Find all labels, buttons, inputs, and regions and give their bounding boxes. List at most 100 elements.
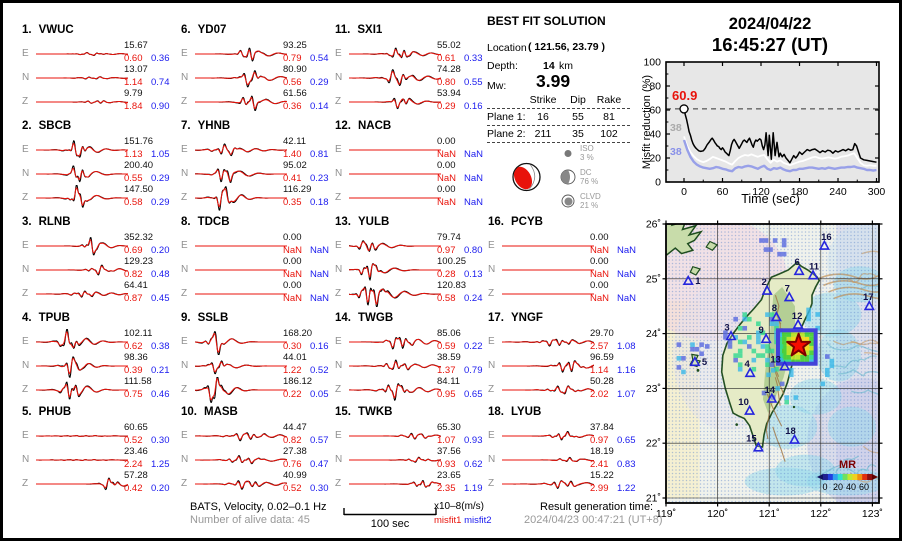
component-label: E — [22, 144, 29, 155]
misfit1-value: 0.55 — [124, 173, 143, 184]
map-station-triangle-13 — [779, 360, 791, 371]
component-label: N — [22, 168, 30, 179]
misfit-values: 1.37 0.79 — [437, 365, 483, 376]
lat-tick-label: 21˚ — [646, 493, 661, 505]
misfit-values: 1.07 0.93 — [437, 435, 483, 446]
station-name: YHNB — [197, 120, 231, 132]
scalebar-label: 100 sec — [370, 518, 410, 530]
amplitude-value: 79.74 — [437, 232, 461, 243]
misfit-values: 2.57 1.08 — [590, 341, 636, 352]
misfit1-value: 0.95 — [437, 389, 456, 400]
waveform-trace — [36, 140, 128, 158]
amplitude-value: 98.36 — [124, 352, 148, 363]
misfit2-value: 1.22 — [617, 483, 636, 494]
waveform-row-RLNB-N: N 129.23 0.82 0.48 — [20, 256, 174, 283]
map-station-label: 7 — [785, 283, 790, 294]
station-number: 12. — [335, 120, 351, 132]
map-station-triangle-12 — [792, 318, 804, 329]
misfit1-value: 0.35 — [283, 197, 302, 208]
decomposition-label: CLVD — [580, 192, 601, 201]
waveform-row-YULB-N: N 100.25 0.28 0.13 — [333, 256, 487, 283]
component-label: N — [335, 168, 343, 179]
station-header-NACB: 12. NACB — [335, 120, 391, 132]
component-label: N — [488, 264, 496, 275]
amplitude-value: 186.12 — [283, 376, 313, 387]
amplitude-value: 9.79 — [124, 88, 143, 99]
misfit-values: 2.99 1.22 — [590, 483, 636, 494]
station-header-YNGF: 17. YNGF — [488, 312, 543, 324]
map-station-label: 1 — [695, 276, 701, 287]
amplitude-value: 27.38 — [283, 446, 307, 457]
component-label: Z — [488, 288, 495, 299]
misfit1-value: NaN — [437, 197, 457, 208]
station-name: SSLB — [197, 312, 229, 324]
misfit1-value: 0.62 — [124, 341, 143, 352]
component-label: E — [335, 240, 342, 251]
misfit-values: 0.97 0.80 — [437, 245, 483, 256]
misfit1-value: 1.84 — [124, 101, 143, 112]
misfit1-value: 0.58 — [124, 197, 143, 208]
misfit-values: 0.61 0.33 — [437, 53, 483, 64]
depth-unit: km — [559, 60, 573, 72]
amplitude-value: 29.70 — [590, 328, 614, 339]
misfit1-value: 0.82 — [283, 435, 302, 446]
misfit2-value: 0.20 — [151, 483, 170, 494]
amplitude-value: 37.56 — [437, 446, 461, 457]
waveform-trace — [502, 245, 594, 247]
component-label: Z — [488, 384, 495, 395]
misfit-values: 0.76 0.47 — [283, 459, 329, 470]
misfit2-value: 0.18 — [310, 197, 329, 208]
component-label: Z — [22, 192, 29, 203]
component-label: Z — [181, 192, 188, 203]
component-label: N — [335, 264, 343, 275]
misfit1-value: 0.42 — [124, 483, 143, 494]
misfit1-value: 0.52 — [124, 435, 143, 446]
component-label: E — [181, 240, 188, 251]
waveform-row-YHNB-Z: Z 116.29 0.35 0.18 — [179, 184, 333, 211]
misfit-values: 0.52 0.30 — [124, 435, 170, 446]
waveform-trace — [195, 377, 287, 403]
map-station-label: 15 — [746, 434, 757, 445]
component-label: Z — [22, 478, 29, 489]
map-station-label: 14 — [764, 385, 775, 396]
misfit-values: 1.13 1.05 — [124, 149, 170, 160]
waveform-row-PCYB-Z: Z 0.00 NaN NaN — [486, 280, 640, 307]
misfit1-value: 2.24 — [124, 459, 143, 470]
misfit1-value: 0.59 — [437, 341, 456, 352]
station-header-SXI1: 11. SXI1 — [335, 24, 382, 36]
station-name: PCYB — [511, 216, 543, 228]
waveform-row-PHUB-E: E 60.65 0.52 0.30 — [20, 422, 174, 449]
map-station-triangle-6 — [793, 264, 805, 276]
amplitude-value: 53.94 — [437, 88, 461, 99]
amplitude-value: 95.02 — [283, 160, 307, 171]
colorbar-tick-label: 60 — [859, 482, 869, 492]
misfit2-value: 0.93 — [464, 435, 483, 446]
misfit2-value: 0.81 — [310, 149, 329, 160]
lat-tick-label: 25˚ — [646, 273, 661, 285]
component-label: Z — [181, 288, 188, 299]
waveform-row-SBCB-E: E 151.76 1.13 1.05 — [20, 136, 174, 163]
station-header-TWGB: 14. TWGB — [335, 312, 393, 324]
waveform-row-MASB-E: E 44.47 0.82 0.57 — [179, 422, 333, 449]
component-label: E — [22, 336, 29, 347]
station-number: 3. — [22, 216, 32, 228]
y-axis-label: Misfit reduction (%) — [641, 75, 653, 169]
amplitude-value: 111.58 — [124, 376, 152, 387]
th-dip: Dip — [570, 94, 586, 106]
waveform-trace — [195, 143, 287, 157]
amplitude-value: 0.00 — [283, 232, 302, 243]
map-station-triangle-16 — [818, 239, 830, 250]
waveform-trace — [349, 479, 441, 488]
misfit1-value: 0.80 — [437, 77, 456, 88]
amplitude-value: 23.46 — [124, 446, 148, 457]
misfit-values: 0.75 0.46 — [124, 389, 170, 400]
station-name: TPUB — [38, 312, 70, 324]
bandpass-note: BATS, Velocity, 0.02–0.1 Hz — [190, 501, 327, 513]
blue-start-annotation: 38 — [670, 146, 682, 158]
table-divider — [487, 125, 630, 126]
location-value: ( 121.56, 23.79 ) — [528, 41, 606, 53]
misfit1-value: NaN — [283, 269, 303, 280]
misfit2-value: 0.20 — [151, 245, 170, 256]
map-station-label: 5 — [702, 357, 708, 368]
waveform-row-VWUC-E: E 15.67 0.60 0.36 — [20, 40, 174, 67]
